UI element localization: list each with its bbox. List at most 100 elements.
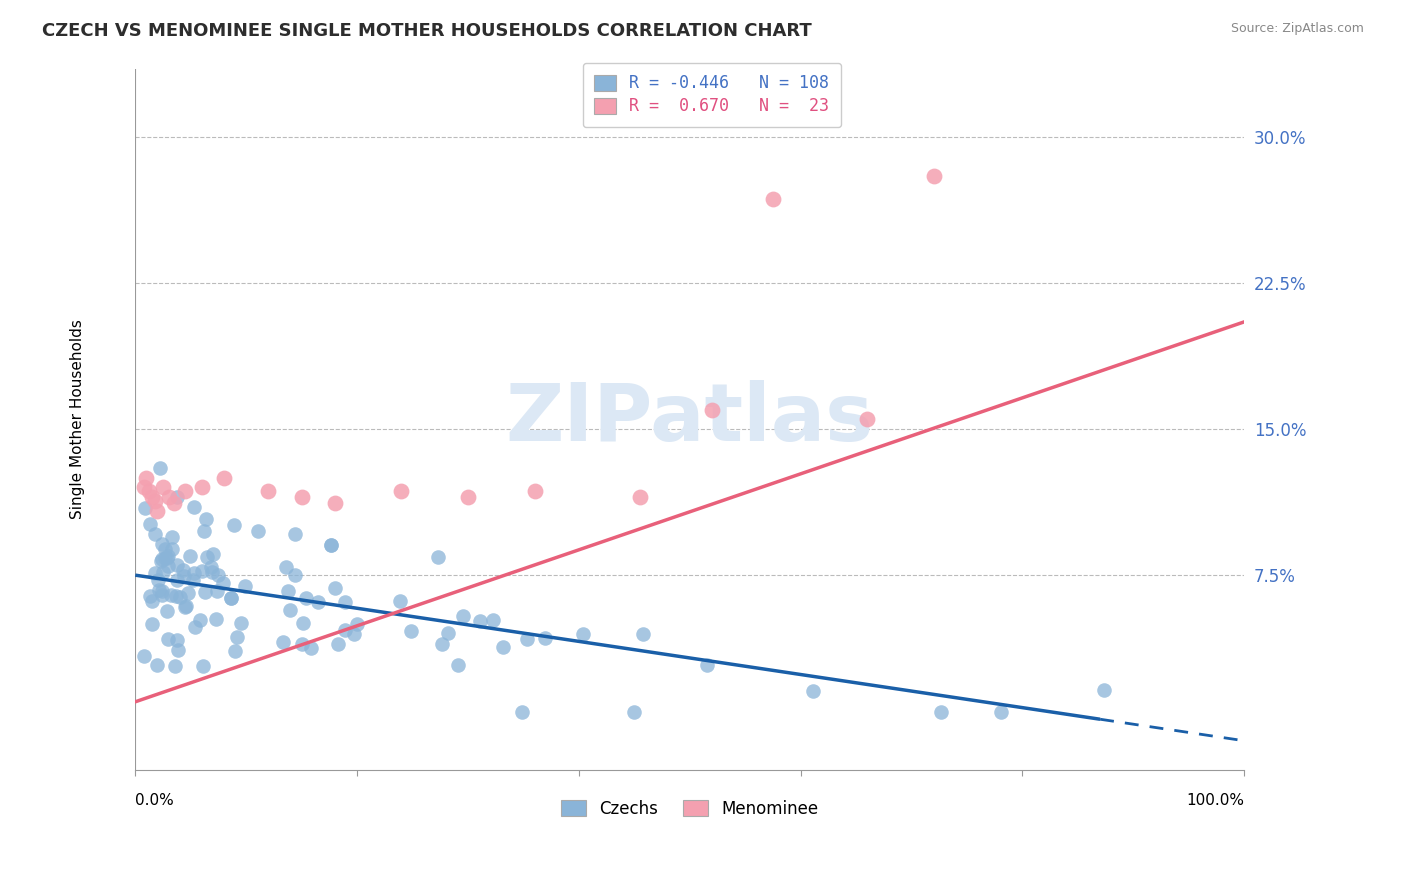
Point	[157, 549, 180, 564]
Point	[149, 554, 172, 568]
Point	[388, 594, 411, 608]
Point	[166, 491, 188, 505]
Point	[141, 490, 163, 504]
Point	[169, 590, 191, 604]
Text: ZIPatlas: ZIPatlas	[506, 380, 875, 458]
Point	[193, 524, 215, 538]
Point	[277, 583, 299, 598]
Text: 100.0%: 100.0%	[1187, 793, 1244, 808]
Point	[212, 575, 235, 590]
Point	[166, 643, 188, 657]
Point	[427, 550, 450, 565]
Point	[696, 658, 718, 673]
Point	[146, 504, 169, 518]
Point	[166, 558, 188, 572]
Point	[856, 412, 879, 426]
Point	[139, 589, 162, 603]
Point	[183, 574, 205, 588]
Point	[628, 490, 651, 504]
Point	[247, 524, 270, 538]
Point	[174, 599, 197, 614]
Text: 0.0%: 0.0%	[135, 793, 174, 808]
Point	[430, 637, 453, 651]
Point	[152, 565, 174, 579]
Point	[156, 604, 179, 618]
Point	[177, 586, 200, 600]
Point	[157, 490, 180, 504]
Point	[163, 496, 186, 510]
Point	[173, 569, 195, 583]
Point	[481, 613, 503, 627]
Point	[319, 538, 342, 552]
Point	[166, 633, 188, 648]
Point	[153, 541, 176, 556]
Point	[990, 705, 1012, 719]
Point	[631, 627, 654, 641]
Point	[150, 537, 173, 551]
Point	[146, 573, 169, 587]
Point	[138, 484, 160, 499]
Point	[141, 617, 163, 632]
Point	[391, 484, 413, 499]
Point	[200, 560, 222, 574]
Point	[156, 551, 179, 566]
Point	[307, 594, 329, 608]
Point	[323, 581, 346, 595]
Point	[257, 484, 280, 499]
Point	[134, 500, 156, 515]
Text: CZECH VS MENOMINEE SINGLE MOTHER HOUSEHOLDS CORRELATION CHART: CZECH VS MENOMINEE SINGLE MOTHER HOUSEHO…	[42, 22, 811, 40]
Point	[150, 588, 173, 602]
Point	[323, 496, 346, 510]
Point	[132, 649, 155, 664]
Point	[224, 643, 246, 657]
Point	[135, 471, 157, 485]
Point	[346, 616, 368, 631]
Point	[225, 631, 247, 645]
Point	[191, 480, 214, 494]
Point	[134, 480, 156, 494]
Point	[201, 547, 224, 561]
Point	[191, 564, 214, 578]
Point	[492, 640, 515, 654]
Point	[457, 490, 479, 504]
Point	[326, 637, 349, 651]
Point	[922, 169, 945, 183]
Point	[172, 563, 194, 577]
Point	[295, 591, 318, 605]
Legend: Czechs, Menominee: Czechs, Menominee	[554, 794, 825, 825]
Point	[162, 530, 184, 544]
Point	[205, 583, 228, 598]
Point	[801, 684, 824, 698]
Point	[194, 512, 217, 526]
Point	[174, 599, 197, 614]
Point	[516, 632, 538, 646]
Point	[273, 635, 295, 649]
Point	[534, 631, 557, 645]
Point	[191, 658, 214, 673]
Point	[183, 566, 205, 580]
Point	[174, 484, 197, 499]
Point	[291, 490, 314, 504]
Point	[219, 591, 242, 606]
Point	[284, 568, 307, 582]
Point	[143, 527, 166, 541]
Point	[149, 460, 172, 475]
Text: Single Mother Households: Single Mother Households	[70, 319, 86, 519]
Point	[160, 588, 183, 602]
Point	[207, 568, 229, 582]
Point	[233, 579, 256, 593]
Point	[143, 494, 166, 508]
Point	[146, 658, 169, 673]
Point	[700, 402, 723, 417]
Point	[224, 517, 246, 532]
Point	[212, 471, 235, 485]
Point	[572, 626, 595, 640]
Point	[201, 566, 224, 580]
Point	[163, 658, 186, 673]
Point	[157, 632, 180, 646]
Point	[523, 484, 546, 499]
Point	[335, 595, 357, 609]
Point	[274, 560, 297, 574]
Point	[510, 705, 533, 719]
Point	[319, 537, 342, 551]
